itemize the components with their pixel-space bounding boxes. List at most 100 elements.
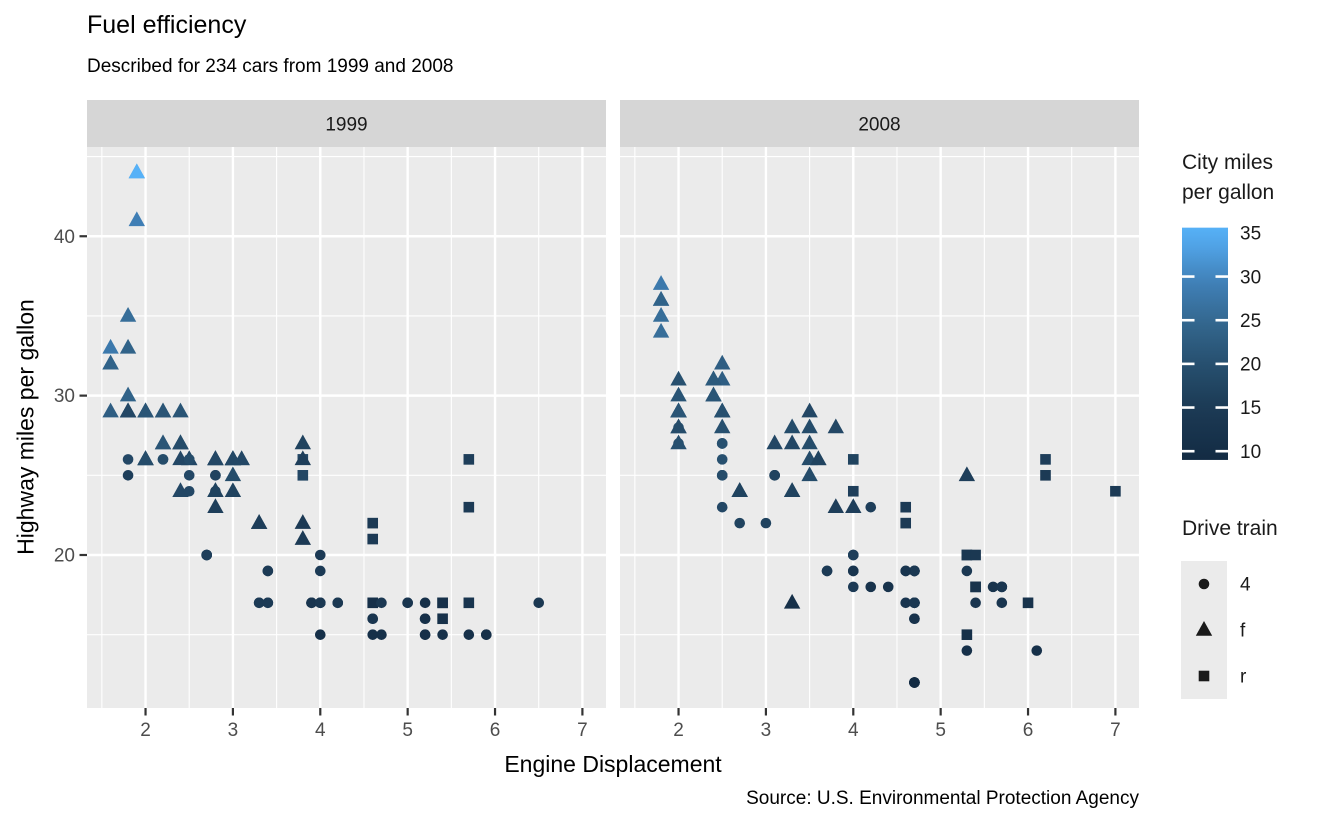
plot-caption: Source: U.S. Environmental Protection Ag… xyxy=(746,788,1139,809)
data-point-circle xyxy=(961,565,973,577)
data-point-triangle xyxy=(810,450,827,466)
data-point-circle xyxy=(210,470,221,481)
data-point-triangle xyxy=(801,402,818,418)
data-point-circle xyxy=(367,613,379,625)
data-point-triangle xyxy=(294,530,312,545)
x-tick-label: 7 xyxy=(1110,720,1121,741)
data-point-triangle xyxy=(207,498,224,513)
data-point-circle xyxy=(419,629,431,640)
colorbar-tick xyxy=(1215,362,1228,366)
data-point-circle xyxy=(122,454,134,465)
data-point-triangle xyxy=(224,450,242,466)
data-point-triangle xyxy=(137,402,154,418)
x-tick-label: 2 xyxy=(140,720,151,741)
data-point-circle xyxy=(987,581,999,593)
data-point-square xyxy=(970,549,981,561)
x-tick-label: 3 xyxy=(228,720,239,741)
data-point-triangle xyxy=(128,211,146,227)
colorbar-tick xyxy=(1215,449,1228,453)
data-point-circle xyxy=(419,597,431,609)
x-tick-label: 2 xyxy=(673,720,684,741)
data-point-circle xyxy=(376,597,387,609)
shape-legend-title: Drive train xyxy=(1182,517,1278,540)
colorbar xyxy=(1182,227,1228,460)
data-point-triangle xyxy=(670,386,687,402)
data-point-triangle xyxy=(128,163,146,179)
data-point-triangle xyxy=(670,402,687,418)
data-point-circle xyxy=(716,470,728,481)
data-point-circle xyxy=(157,454,169,465)
colorbar-tick-label: 15 xyxy=(1240,398,1261,419)
colorbar-tick xyxy=(1215,275,1228,278)
legend-square-icon xyxy=(1198,670,1210,682)
data-point-circle xyxy=(716,501,728,513)
data-point-circle xyxy=(314,565,326,577)
data-point-circle xyxy=(367,629,379,640)
data-point-triangle xyxy=(224,466,242,482)
data-point-square xyxy=(900,517,912,529)
colorbar-tick xyxy=(1182,362,1195,366)
data-point-square xyxy=(437,597,448,609)
data-point-circle xyxy=(122,470,134,481)
x-tick-label: 6 xyxy=(1023,720,1034,741)
data-point-circle xyxy=(201,549,213,561)
data-point-triangle xyxy=(102,402,119,418)
data-point-circle xyxy=(900,565,912,577)
data-point-triangle xyxy=(652,291,670,306)
data-point-triangle xyxy=(119,338,137,354)
data-point-square xyxy=(367,597,379,609)
colorbar-tick xyxy=(1215,406,1228,409)
plot-title: Fuel efficiency xyxy=(87,11,247,39)
data-point-circle xyxy=(314,629,326,640)
data-point-circle xyxy=(909,677,920,688)
data-point-square xyxy=(961,549,973,561)
y-tick-label: 30 xyxy=(54,386,75,407)
data-point-triangle xyxy=(294,434,312,450)
facet-strip-label: 2008 xyxy=(858,115,900,136)
data-point-square xyxy=(847,485,859,497)
data-point-circle xyxy=(419,613,431,625)
data-point-triangle xyxy=(801,466,818,482)
data-point-triangle xyxy=(294,514,312,529)
data-point-triangle xyxy=(714,354,731,370)
data-point-square xyxy=(1040,454,1051,465)
data-point-square xyxy=(847,454,859,465)
data-point-triangle xyxy=(827,498,845,513)
colorbar-tick xyxy=(1182,275,1195,278)
data-point-triangle xyxy=(783,418,801,434)
data-point-square xyxy=(970,581,981,593)
y-axis-title: Highway miles per gallon xyxy=(12,299,39,555)
data-point-triangle xyxy=(652,275,670,290)
y-tick-label: 20 xyxy=(54,546,75,567)
data-point-circle xyxy=(480,629,492,640)
data-point-triangle xyxy=(827,418,845,434)
data-point-circle xyxy=(847,549,859,561)
data-point-triangle xyxy=(705,370,722,386)
data-point-triangle xyxy=(172,434,189,450)
data-point-triangle xyxy=(801,434,818,450)
data-point-triangle xyxy=(670,434,687,450)
data-point-triangle xyxy=(958,466,976,482)
data-point-triangle xyxy=(714,418,731,434)
data-point-circle xyxy=(769,470,780,481)
data-point-circle xyxy=(306,597,317,609)
data-point-circle xyxy=(314,597,326,609)
colorbar-tick-label: 10 xyxy=(1240,442,1261,463)
x-tick-label: 4 xyxy=(848,720,859,741)
data-point-triangle xyxy=(207,482,224,498)
data-point-triangle xyxy=(705,386,722,402)
data-point-circle xyxy=(882,581,894,593)
colorbar-tick-label: 20 xyxy=(1240,355,1261,376)
data-point-square xyxy=(1022,597,1034,609)
data-point-circle xyxy=(909,597,920,609)
data-point-circle xyxy=(847,565,859,577)
data-point-square xyxy=(900,501,912,513)
x-tick-label: 4 xyxy=(315,720,326,741)
data-point-square xyxy=(367,533,379,545)
legend-key-label: 4 xyxy=(1240,575,1251,596)
data-point-triangle xyxy=(783,482,801,498)
data-point-triangle xyxy=(224,482,242,498)
data-point-square xyxy=(463,501,475,513)
facet-strip-label: 1999 xyxy=(325,115,367,136)
data-point-circle xyxy=(437,629,448,640)
